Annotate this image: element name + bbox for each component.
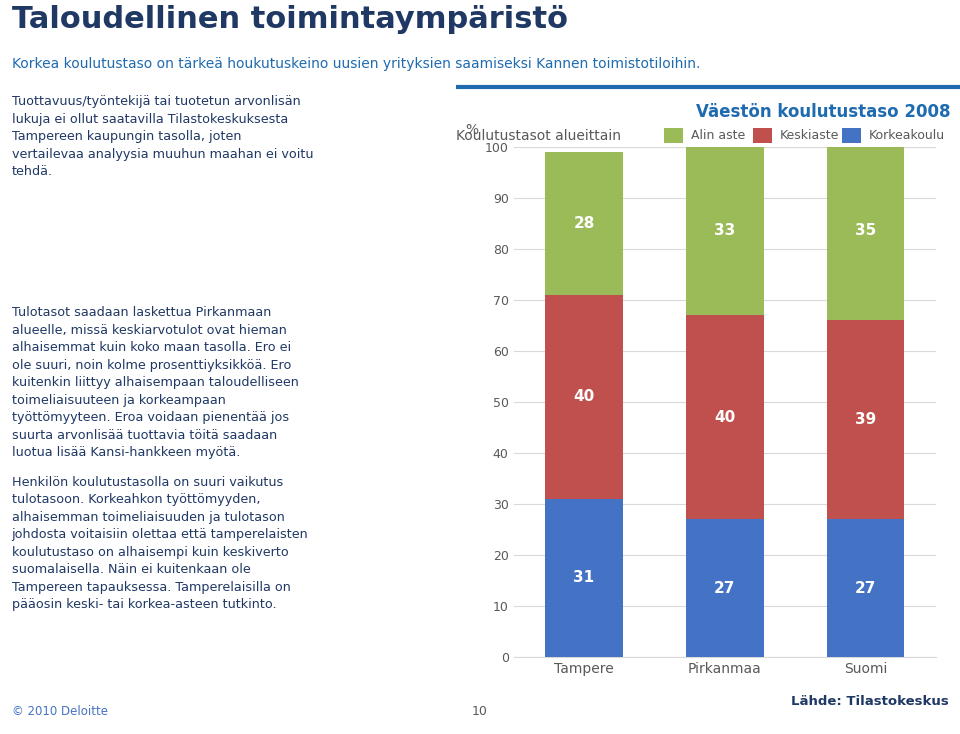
Bar — [686, 315, 763, 519]
Text: Väestön koulutustaso 2008: Väestön koulutustaso 2008 — [696, 103, 950, 121]
Text: 27: 27 — [714, 581, 735, 595]
Y-axis label: %: % — [465, 123, 478, 137]
Bar — [827, 519, 904, 657]
Bar — [545, 499, 623, 657]
FancyBboxPatch shape — [842, 128, 861, 144]
Text: 40: 40 — [714, 410, 735, 425]
Text: 39: 39 — [855, 413, 876, 427]
Text: 10: 10 — [472, 705, 488, 719]
FancyBboxPatch shape — [753, 128, 773, 144]
Text: Lähde: Tilastokeskus: Lähde: Tilastokeskus — [791, 695, 948, 708]
Text: 40: 40 — [573, 389, 594, 404]
Text: Korkeakoulu: Korkeakoulu — [869, 129, 945, 142]
Text: Alin aste: Alin aste — [691, 129, 745, 142]
Text: 28: 28 — [573, 216, 594, 230]
FancyBboxPatch shape — [663, 128, 684, 144]
Text: © 2010 Deloitte: © 2010 Deloitte — [12, 705, 108, 719]
Text: 33: 33 — [714, 223, 735, 239]
Bar — [545, 295, 623, 499]
Text: Henkilön koulutustasolla on suuri vaikutus
tulotasoon. Korkeahkon työttömyyden,
: Henkilön koulutustasolla on suuri vaikut… — [12, 476, 308, 611]
Bar — [827, 142, 904, 320]
Bar — [545, 152, 623, 295]
Bar — [686, 147, 763, 315]
Bar — [827, 320, 904, 519]
Text: Taloudellinen toimintaympäristö: Taloudellinen toimintaympäristö — [12, 4, 567, 34]
Bar — [686, 519, 763, 657]
Text: Koulutustasot alueittain: Koulutustasot alueittain — [456, 128, 621, 143]
Text: Korkea koulutustaso on tärkeä houkutuskeino uusien yrityksien saamiseksi Kannen : Korkea koulutustaso on tärkeä houkutuske… — [12, 57, 700, 71]
Text: Tulotasot saadaan laskettua Pirkanmaan
alueelle, missä keskiarvotulot ovat hiema: Tulotasot saadaan laskettua Pirkanmaan a… — [12, 307, 299, 459]
Text: Keskiaste: Keskiaste — [780, 129, 839, 142]
Text: 31: 31 — [573, 570, 594, 585]
Text: Tuottavuus/työntekijä tai tuotetun arvonlisän
lukuja ei ollut saatavilla Tilasto: Tuottavuus/työntekijä tai tuotetun arvon… — [12, 95, 313, 178]
Text: 27: 27 — [855, 581, 876, 595]
Text: 35: 35 — [855, 223, 876, 239]
